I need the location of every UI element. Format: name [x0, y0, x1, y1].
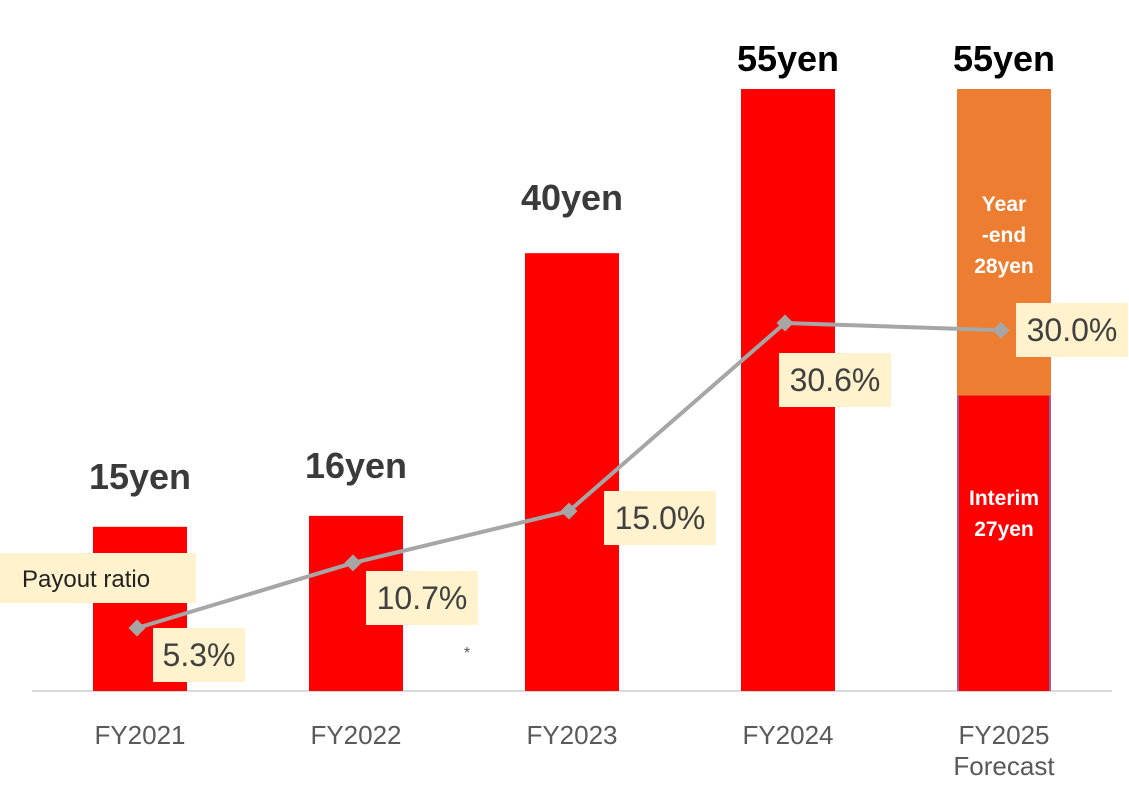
x-tick-label: FY2024 [742, 720, 833, 750]
bar-fy2023 [525, 253, 619, 691]
bar-value-label: 16yen [305, 445, 407, 486]
payout-ratio-legend-box [0, 553, 196, 603]
payout-ratio-label-box [779, 353, 891, 407]
interim-segment-label: Interim [969, 487, 1039, 510]
x-tick-label: Forecast [953, 751, 1055, 781]
payout-ratio-point [344, 554, 362, 572]
x-tick-label: FY2022 [310, 720, 401, 750]
year-end-segment-label: Year [982, 193, 1026, 216]
bar-value-label: 55yen [737, 38, 839, 79]
bar-value-label: 15yen [89, 456, 191, 497]
bar-value-label: 40yen [521, 177, 623, 218]
x-tick-label: FY2021 [94, 720, 185, 750]
payout-ratio-point [992, 321, 1010, 339]
x-tick-label: FY2023 [526, 720, 617, 750]
payout-ratio-point [776, 314, 794, 332]
payout-ratio-point [128, 619, 146, 637]
bar-value-label: 55yen [953, 38, 1055, 79]
payout-ratio-point [560, 502, 578, 520]
payout-ratio-label-box [1016, 303, 1128, 357]
payout-ratio-label-box [604, 491, 716, 545]
payout-ratio-label-box [366, 571, 478, 625]
x-tick-label: FY2025 [958, 720, 1049, 750]
payout-ratio-label-box [153, 628, 245, 682]
bar-segment-interim [957, 395, 1051, 691]
payout-ratio-label: 30.6% [790, 362, 881, 398]
year-end-segment-label: 28yen [974, 255, 1034, 278]
payout-ratio-label: 30.0% [1027, 312, 1118, 348]
payout-ratio-label: 10.7% [377, 580, 468, 616]
interim-segment-label: 27yen [974, 518, 1034, 541]
payout-ratio-label: 15.0% [615, 500, 706, 536]
year-end-segment-label: -end [982, 224, 1026, 247]
payout-ratio-legend: Payout ratio [22, 566, 150, 593]
footnote-mark: * [464, 645, 470, 662]
payout-ratio-label: 5.3% [163, 637, 236, 673]
